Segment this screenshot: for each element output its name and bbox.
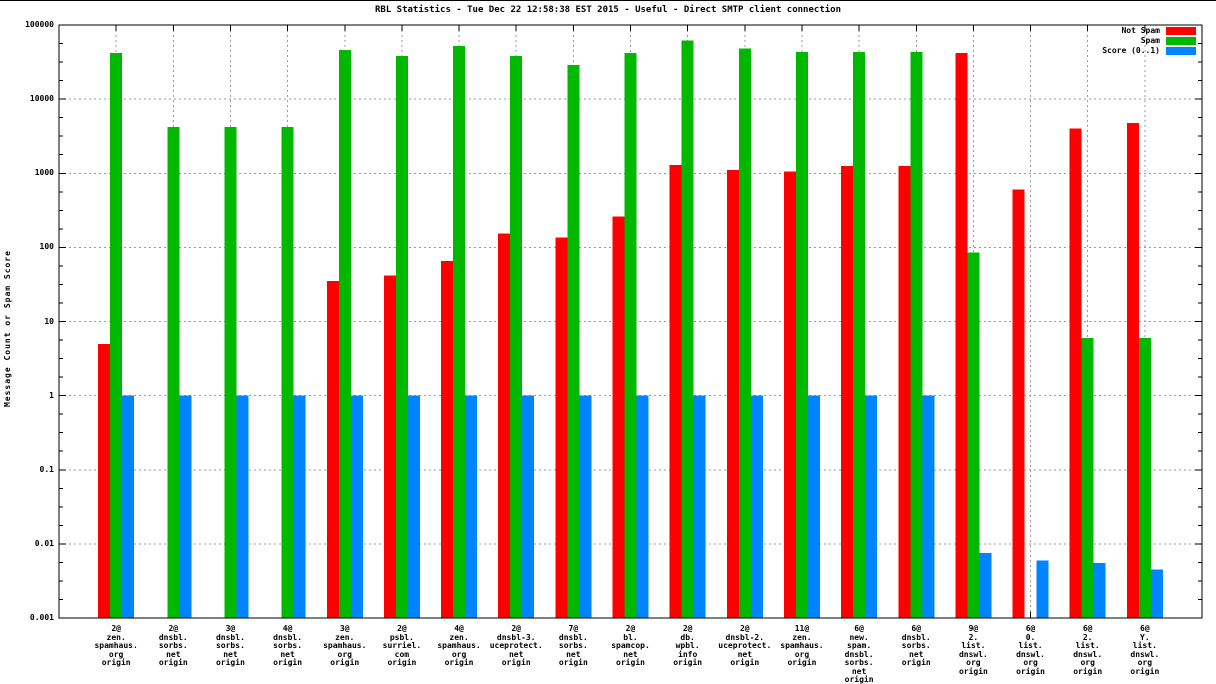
bar-spam [853,52,866,618]
bar-score-0-1- [693,395,706,618]
x-category-label: 3@ zen. spamhaus. org origin [323,624,367,667]
plot-border [58,24,1203,619]
x-category-label: 2@ psbl. surriel. com origin [382,624,422,667]
bar-score-0-1- [407,395,420,618]
y-tick-label: 100 [39,242,54,252]
bar-spam [453,46,466,619]
x-category-label: 6@ dnsbl. sorbs. net origin [901,624,931,667]
bar-not-spam [955,52,968,618]
bar-score-0-1- [293,395,306,618]
bar-spam [624,52,637,618]
y-tick-label: 10000 [29,94,54,104]
bar-not-spam [1069,128,1082,618]
x-category-label: 4@ dnsbl. sorbs. net origin [273,624,303,667]
bar-spam [1138,337,1151,618]
x-category-label: 6@ Y. list. dnswl. org origin [1130,624,1160,676]
bar-spam [510,56,523,619]
x-category-label: 6@ new. spam. dnsbl. sorbs. net origin [844,624,874,684]
chart-title: RBL Statistics - Tue Dec 22 12:58:38 EST… [375,5,841,15]
figure-top-border [0,0,1216,1]
bar-score-0-1- [465,395,478,618]
bar-score-0-1- [865,395,878,618]
bar-not-spam [1012,189,1025,618]
legend-label: Not Spam [1121,26,1160,35]
legend: Not Spam Spam Score (0..1) [0,26,1196,56]
bar-spam [395,56,408,619]
y-tick-label: 0.01 [34,538,54,548]
legend-swatch [1166,47,1196,55]
bar-not-spam [612,216,625,618]
y-tick-label: 100000 [25,20,54,29]
bar-score-0-1- [750,395,763,618]
bar-not-spam [669,164,682,619]
legend-label: Score (0..1) [1102,46,1160,55]
y-tick-label: 1000 [34,168,54,178]
bar-score-0-1- [522,395,535,618]
bar-score-0-1- [236,395,249,618]
bar-spam [681,40,694,618]
bar-not-spam [498,233,511,619]
y-tick-label: 0.001 [29,613,54,622]
bar-not-spam [98,343,111,618]
legend-entry: Spam [0,36,1196,46]
bar-not-spam [441,261,454,618]
bar-score-0-1- [636,395,649,618]
y-tick-label: 10 [44,316,54,326]
bar-not-spam [726,170,739,618]
bar-score-0-1- [579,395,592,618]
x-category-label: 2@ dnsbl. sorbs. net origin [158,624,188,667]
x-category-label: 2@ zen. spamhaus. org origin [94,624,138,667]
x-category-label: 2@ bl. spamcop. net origin [611,624,650,667]
bar-spam [910,52,923,618]
x-category-label: 4@ zen. spamhaus. org origin [437,624,481,667]
legend-entry: Score (0..1) [0,46,1196,56]
bar-not-spam [555,237,568,618]
bar-spam [281,127,294,618]
legend-swatch [1166,27,1196,35]
bar-score-0-1- [979,553,992,618]
x-category-label: 6@ 2. list. dnswl. org origin [1073,624,1103,676]
bar-spam [795,52,808,618]
x-category-label: 11@ zen. spamhaus. org origin [780,624,824,667]
x-category-label: 7@ dnsbl. sorbs. net origin [558,624,588,667]
x-category-label: 9@ 2. list. dnswl. org origin [958,624,988,676]
x-category-label: 6@ 0. list. dnswl. org origin [1016,624,1045,676]
bar-score-0-1- [179,395,192,618]
legend-swatch [1166,37,1196,45]
bar-score-0-1- [1093,563,1106,618]
x-category-label: 3@ dnsbl. sorbs. net origin [215,624,245,667]
legend-label: Spam [1140,36,1160,45]
bar-not-spam [326,281,339,618]
bar-score-0-1- [1036,560,1049,618]
y-tick-label: 1 [49,390,54,400]
bar-spam [567,64,580,619]
x-category-label: 2@ dnsbl-3. uceprotect. net origin [489,624,543,667]
bar-score-0-1- [350,395,363,618]
bar-spam [167,127,180,618]
bar-not-spam [383,275,396,618]
bar-not-spam [1126,122,1139,619]
bar-score-0-1- [122,395,135,618]
bar-not-spam [841,166,854,618]
y-tick-label: 0.1 [39,464,54,474]
bar-score-0-1- [922,395,935,618]
bar-not-spam [783,171,796,618]
bar-not-spam [898,166,911,618]
legend-entry: Not Spam [0,26,1196,36]
bar-score-0-1- [1150,569,1163,618]
x-category-label: 2@ dnsbl-2. uceprotect. net origin [718,624,772,667]
bar-spam [224,127,237,618]
bar-spam [738,48,751,619]
bar-spam [967,252,980,618]
bar-spam [1081,337,1094,618]
bar-spam [110,52,123,618]
x-category-label: 2@ db. wpbl. info origin [673,624,703,667]
bar-score-0-1- [807,395,820,618]
bar-spam [338,50,351,618]
